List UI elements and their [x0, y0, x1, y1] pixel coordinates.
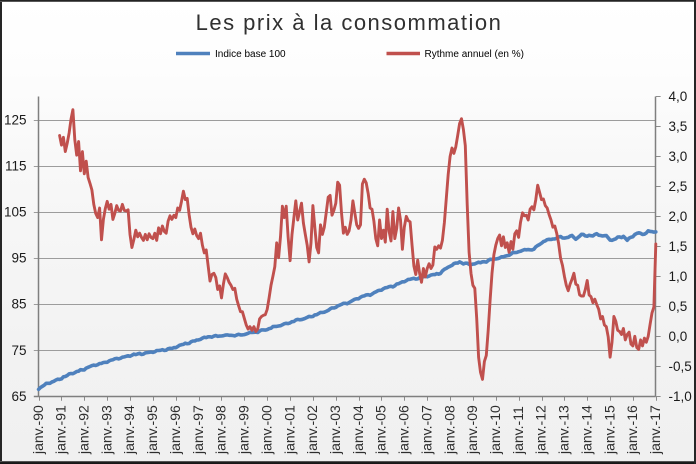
svg-text:4,0: 4,0: [669, 89, 688, 104]
svg-text:janv.-06: janv.-06: [396, 405, 412, 455]
svg-text:1,0: 1,0: [669, 269, 688, 284]
svg-text:janv.-07: janv.-07: [418, 405, 434, 455]
svg-text:115: 115: [5, 158, 27, 173]
svg-text:janv.-16: janv.-16: [624, 405, 640, 455]
svg-text:janv.-03: janv.-03: [327, 405, 343, 455]
svg-text:janv.-09: janv.-09: [464, 405, 480, 455]
svg-text:2,5: 2,5: [669, 179, 688, 194]
svg-text:janv.-91: janv.-91: [53, 405, 69, 455]
svg-text:85: 85: [11, 297, 26, 312]
svg-text:65: 65: [11, 389, 26, 404]
svg-text:janv.-04: janv.-04: [350, 405, 366, 455]
svg-text:janv.-97: janv.-97: [190, 405, 206, 455]
svg-text:janv.-14: janv.-14: [578, 405, 594, 455]
svg-text:janv.-12: janv.-12: [533, 405, 549, 455]
svg-text:Les prix à la consommation: Les prix à la consommation: [196, 10, 503, 35]
svg-text:-1,0: -1,0: [669, 389, 692, 404]
svg-text:95: 95: [11, 251, 26, 266]
svg-text:janv.-92: janv.-92: [76, 405, 92, 455]
svg-text:janv.-99: janv.-99: [236, 405, 252, 455]
svg-text:75: 75: [11, 343, 26, 358]
svg-text:janv.-08: janv.-08: [441, 405, 457, 455]
svg-text:janv.-01: janv.-01: [281, 405, 297, 455]
svg-text:janv.-17: janv.-17: [647, 405, 663, 455]
svg-text:Indice base 100: Indice base 100: [215, 49, 286, 60]
svg-text:janv.-05: janv.-05: [373, 405, 389, 455]
svg-text:2,0: 2,0: [669, 209, 688, 224]
svg-text:janv.-94: janv.-94: [121, 405, 137, 455]
svg-text:0,0: 0,0: [669, 329, 688, 344]
svg-text:janv.-96: janv.-96: [167, 405, 183, 455]
svg-text:Rythme annuel (en %): Rythme annuel (en %): [425, 49, 525, 60]
svg-text:janv.-98: janv.-98: [213, 405, 229, 455]
svg-text:0,5: 0,5: [669, 299, 688, 314]
svg-text:janv.-11: janv.-11: [510, 406, 526, 455]
svg-text:janv.-93: janv.-93: [98, 405, 114, 455]
svg-text:janv.-95: janv.-95: [144, 405, 160, 455]
svg-text:3,0: 3,0: [669, 149, 688, 164]
svg-text:105: 105: [4, 205, 27, 220]
svg-text:janv.-13: janv.-13: [556, 405, 572, 455]
svg-text:janv.-90: janv.-90: [30, 405, 46, 455]
svg-text:1,5: 1,5: [669, 239, 688, 254]
svg-text:janv.-10: janv.-10: [487, 405, 503, 455]
svg-text:3,5: 3,5: [669, 119, 688, 134]
svg-text:janv.-15: janv.-15: [601, 405, 617, 455]
svg-text:janv.-00: janv.-00: [258, 405, 274, 455]
svg-text:janv.-02: janv.-02: [304, 405, 320, 455]
svg-text:125: 125: [4, 112, 27, 127]
svg-text:-0,5: -0,5: [669, 359, 692, 374]
